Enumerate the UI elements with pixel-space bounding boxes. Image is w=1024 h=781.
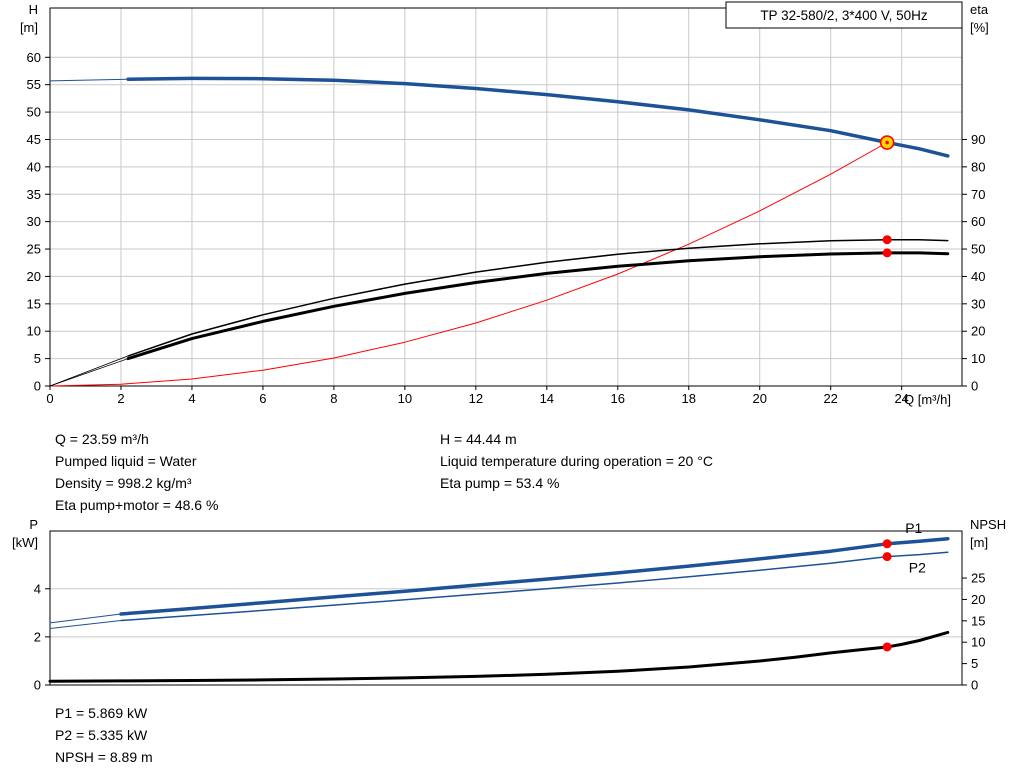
p1-curve: [119, 536, 950, 616]
tick-label-left: 60: [27, 50, 41, 65]
p2-point: [882, 552, 892, 562]
tick-label-right: 90: [971, 132, 985, 147]
series-label-p2: P2: [909, 559, 926, 575]
info-npsh: NPSH = 8.89 m: [55, 749, 153, 765]
eta-pump-curve: [127, 238, 949, 357]
duty-point-info: Q = 23.59 m³/h Pumped liquid = Water Den…: [0, 428, 1024, 520]
axis-title-left: [m]: [20, 20, 38, 35]
tick-label-left: 15: [27, 296, 41, 311]
axis-title-x: Q [m³/h]: [904, 392, 951, 407]
info-eta-pump-motor: Eta pump+motor = 48.6 %: [55, 497, 219, 513]
tick-label-left: 20: [27, 269, 41, 284]
tick-label-right: 0: [971, 379, 978, 394]
power-npsh-chart: 0 2 4 0 5 10 15 20 25 P [kW] NPSH [m] P1 P2: [12, 517, 1006, 693]
eta-pump-motor-curve: [126, 251, 950, 361]
tick-label-right: 70: [971, 187, 985, 202]
p1-point: [882, 539, 892, 549]
tick-label-x: 2: [117, 391, 124, 406]
axis-title-left: P: [29, 517, 38, 532]
tick-label-left: 25: [27, 242, 41, 257]
eta-pump-motor-point: [882, 248, 892, 258]
tick-label-left: 30: [27, 214, 41, 229]
info-density: Density = 998.2 kg/m³: [55, 475, 192, 491]
tick-label-right: 20: [971, 592, 985, 607]
tick-label-left: 2: [34, 629, 41, 644]
plot-frame: [49, 7, 963, 387]
npsh-curve: [48, 630, 950, 683]
tick-label-x: 10: [398, 391, 412, 406]
tick-label-left: 55: [27, 77, 41, 92]
tick-label-left: 35: [27, 187, 41, 202]
tick-label-x: 22: [823, 391, 837, 406]
tick-label-x: 20: [752, 391, 766, 406]
tick-label-left: 40: [27, 159, 41, 174]
pump-curve-lead: [49, 78, 129, 82]
power-npsh-info: P1 = 5.869 kW P2 = 5.335 kW NPSH = 8.89 …: [55, 702, 153, 768]
plot-frame: [49, 530, 963, 686]
tick-label-left: 4: [34, 581, 41, 596]
info-eta-pump: Eta pump = 53.4 %: [440, 475, 560, 491]
tick-label-x: 0: [46, 391, 53, 406]
axis-title-left: H: [29, 2, 38, 17]
pump-performance-chart: 0510152025303540455055600102030405060708…: [20, 1, 989, 407]
tick-label-right: 20: [971, 324, 985, 339]
axis-title-right: [m]: [970, 535, 988, 550]
tick-label-right: 25: [971, 571, 985, 586]
tick-label-x: 12: [469, 391, 483, 406]
tick-label-x: 14: [540, 391, 554, 406]
axis-title-left: [kW]: [12, 535, 38, 550]
tick-label-x: 16: [611, 391, 625, 406]
pump-curve: [126, 76, 950, 158]
system-curve: [49, 142, 888, 387]
tick-label-right: 80: [971, 159, 985, 174]
p2-curve: [120, 551, 949, 622]
info-p2: P2 = 5.335 kW: [55, 727, 148, 743]
tick-label-right: 0: [971, 678, 978, 693]
tick-label-right: 60: [971, 214, 985, 229]
duty-point-marker-center: [885, 140, 889, 145]
p1-curve-lead: [49, 613, 122, 624]
axis-title-right: [%]: [970, 20, 989, 35]
tick-label-left: 10: [27, 324, 41, 339]
axis-title-right: eta: [970, 2, 989, 17]
eta-pump-motor-lead: [49, 358, 129, 387]
tick-label-x: 24: [894, 391, 908, 406]
eta-pump-lead: [49, 355, 129, 387]
tick-label-right: 5: [971, 656, 978, 671]
chart-title-box: [725, 1, 963, 29]
info-p1: P1 = 5.869 kW: [55, 705, 148, 721]
tick-label-right: 50: [971, 242, 985, 257]
npsh-point: [882, 642, 892, 652]
tick-label-x: 8: [330, 391, 337, 406]
tick-label-x: 18: [682, 391, 696, 406]
tick-label-right: 10: [971, 635, 985, 650]
info-head: H = 44.44 m: [440, 431, 517, 447]
tick-label-left: 5: [34, 351, 41, 366]
axis-title-right: NPSH: [970, 517, 1006, 532]
duty-info-right-column: H = 44.44 m Liquid temperature during op…: [440, 428, 713, 494]
info-flow: Q = 23.59 m³/h: [55, 431, 149, 447]
tick-label-right: 15: [971, 613, 985, 628]
tick-label-left: 0: [34, 379, 41, 394]
tick-label-right: 30: [971, 296, 985, 311]
info-liquid-temperature: Liquid temperature during operation = 20…: [440, 453, 713, 469]
eta-pump-point: [882, 235, 892, 245]
tick-label-left: 45: [27, 132, 41, 147]
tick-label-x: 6: [259, 391, 266, 406]
tick-label-right: 40: [971, 269, 985, 284]
p2-curve-lead: [49, 620, 122, 629]
tick-label-left: 50: [27, 105, 41, 120]
tick-label-x: 4: [188, 391, 195, 406]
series-label-p1: P1: [905, 520, 922, 536]
tick-label-right: 10: [971, 351, 985, 366]
info-pumped-liquid: Pumped liquid = Water: [55, 453, 197, 469]
duty-info-left-column: Q = 23.59 m³/h Pumped liquid = Water Den…: [55, 428, 218, 516]
chart-title: TP 32-580/2, 3*400 V, 50Hz: [760, 8, 928, 23]
tick-label-left: 0: [34, 678, 41, 693]
